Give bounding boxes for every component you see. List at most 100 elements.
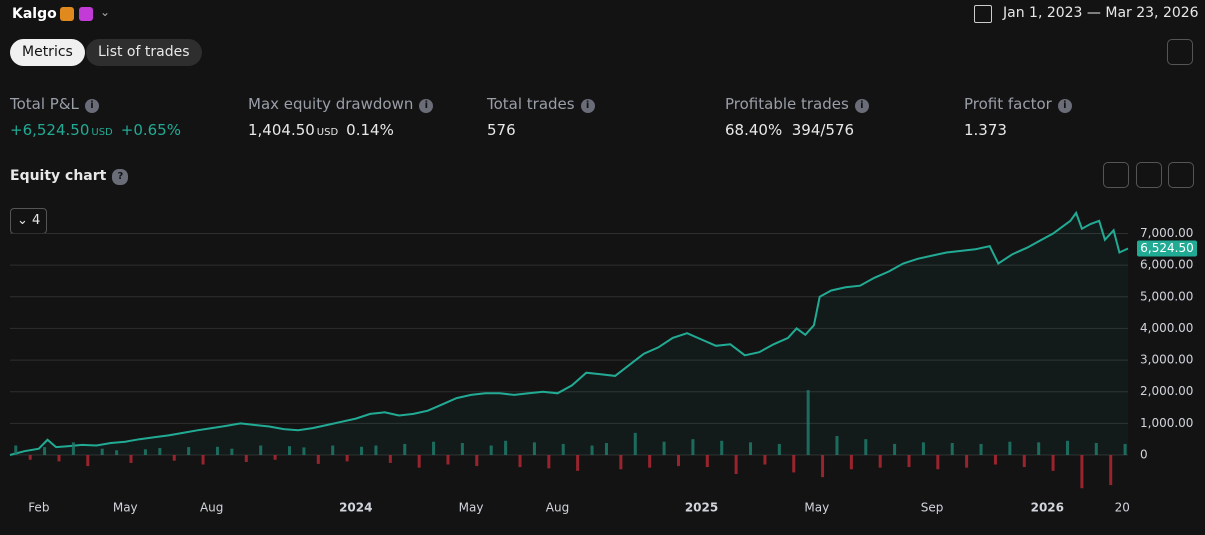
last-value-badge <box>1137 240 1197 257</box>
x-tick-label: May <box>804 501 829 515</box>
trade-bar <box>143 449 147 456</box>
trade-bar <box>648 455 652 468</box>
trade-bar <box>734 455 738 475</box>
trade-bar <box>446 455 450 465</box>
trade-bar <box>215 446 219 456</box>
trade-bar <box>374 445 378 456</box>
trade-bar <box>1051 455 1055 471</box>
equity-line <box>9 210 1129 456</box>
metric-extra: 394/576 <box>791 121 855 139</box>
metric-value: 68.40% <box>725 121 783 139</box>
x-tick-label: Aug <box>200 501 223 515</box>
metric-unit: USD <box>316 127 339 138</box>
tab[interactable]: Metrics <box>10 39 85 66</box>
y-tick-label: 2,000.00 <box>1140 384 1193 398</box>
trade-bar <box>57 455 61 462</box>
metric-extra: 0.14% <box>346 121 394 139</box>
trade-bar <box>619 455 623 470</box>
trade-bar <box>417 455 421 468</box>
trade-bar <box>403 443 407 456</box>
info-icon[interactable]: i <box>854 99 869 113</box>
trade-bar <box>489 445 493 456</box>
trade-bar <box>71 442 75 456</box>
trade-bar <box>936 455 940 470</box>
trade-bar <box>821 455 825 478</box>
trade-bar <box>518 455 522 468</box>
equity-area <box>10 212 1128 456</box>
metric-value: 576 <box>487 121 516 139</box>
trade-bar <box>590 445 594 456</box>
trade-bar <box>1123 443 1127 456</box>
trade-bar <box>115 450 119 456</box>
trade-bar <box>950 442 954 456</box>
trade-bar <box>259 445 263 456</box>
date-range[interactable]: Jan 1, 2023 — Mar 23, 2026 <box>1003 5 1199 21</box>
trade-bar <box>576 455 580 471</box>
y-tick-label: 1,000.00 <box>1140 416 1193 430</box>
metric-extra: +0.65% <box>120 121 181 139</box>
chevron[interactable]: ⌄ <box>100 5 111 19</box>
x-tick-label: Sep <box>921 501 944 515</box>
x-tick-label: Feb <box>28 501 49 515</box>
x-tick-label: 2024 <box>339 501 372 515</box>
snapshot-button[interactable] <box>1136 162 1162 188</box>
trade-bar <box>921 442 925 456</box>
trade-bar <box>504 440 508 456</box>
metric-label: Profitable trades <box>725 95 849 113</box>
trade-bar <box>43 447 47 456</box>
trade-bar <box>993 455 997 465</box>
trade-bar <box>777 443 781 456</box>
info-icon[interactable]: i <box>580 99 595 113</box>
trade-bar <box>302 447 306 456</box>
chart-title: Equity chart <box>10 168 107 184</box>
calendar-icon <box>974 5 992 23</box>
trade-bar <box>172 455 176 461</box>
info-icon[interactable]: i <box>1057 99 1072 113</box>
trade-bar <box>360 446 364 456</box>
settings-button[interactable] <box>1103 162 1129 188</box>
trade-bar <box>849 455 853 470</box>
trade-bar <box>561 443 565 456</box>
trade-bar <box>806 390 810 456</box>
trade-bar <box>705 455 709 468</box>
info-icon[interactable]: i <box>419 99 434 113</box>
x-tick-label: May <box>459 501 484 515</box>
trade-bar <box>460 442 464 456</box>
metric-value: 1,404.50 <box>248 121 315 139</box>
trade-bar <box>345 455 349 462</box>
x-tick-label: 20 <box>1115 501 1130 515</box>
trade-bar <box>720 440 724 456</box>
trade-bar <box>864 439 868 456</box>
metric-label: Total P&L <box>10 95 79 113</box>
metric-value: +6,524.50 <box>10 121 90 139</box>
trade-bar <box>1037 442 1041 456</box>
y-tick-label: 4,000.00 <box>1140 321 1193 335</box>
menu-button[interactable] <box>1167 39 1193 65</box>
trade-bar <box>14 445 18 456</box>
trade-bar <box>633 432 637 456</box>
trade-bar <box>979 443 983 456</box>
metric-label: Total trades <box>487 95 575 113</box>
info-icon[interactable]: i <box>84 99 99 113</box>
trade-bar <box>187 447 191 456</box>
fullscreen-button[interactable] <box>1168 162 1194 188</box>
trade-bar <box>273 455 277 460</box>
metric-value: 1.373 <box>964 121 1007 139</box>
x-tick-label: Aug <box>546 501 569 515</box>
metric-label: Max equity drawdown <box>248 95 414 113</box>
metric-unit: USD <box>91 127 113 138</box>
trade-bar <box>749 442 753 456</box>
trade-bar <box>691 439 695 456</box>
trade-bar <box>878 455 882 468</box>
trade-bar <box>244 455 248 462</box>
trade-bar <box>1080 455 1084 489</box>
trade-bar <box>907 455 911 468</box>
trade-bar <box>547 455 551 469</box>
trade-bar <box>432 441 436 456</box>
info-icon[interactable]: ? <box>112 169 129 185</box>
tab[interactable]: List of trades <box>86 39 202 66</box>
trade-bar <box>763 455 767 465</box>
x-tick-label: May <box>113 501 138 515</box>
strategy-name[interactable]: Kalgo <box>12 6 57 22</box>
